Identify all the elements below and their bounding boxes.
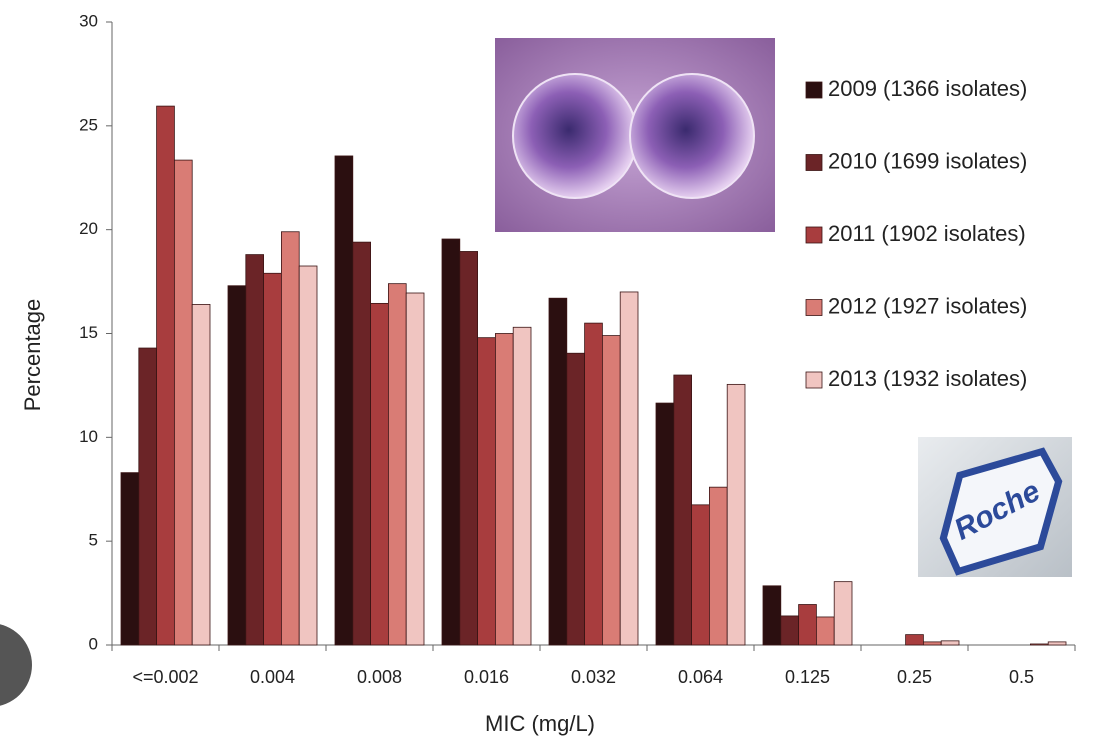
legend-label: 2012 (1927 isolates) bbox=[828, 293, 1027, 318]
y-tick-label: 30 bbox=[79, 11, 98, 30]
y-tick-label: 25 bbox=[79, 115, 98, 134]
bar bbox=[691, 504, 710, 646]
legend-label: 2010 (1699 isolates) bbox=[828, 148, 1027, 173]
bar bbox=[655, 402, 675, 646]
legend-swatch bbox=[805, 154, 823, 171]
bar bbox=[780, 615, 799, 646]
partial-icon bbox=[0, 624, 32, 706]
bar bbox=[173, 159, 193, 646]
bar bbox=[833, 581, 853, 646]
x-tick-label: 0.004 bbox=[250, 667, 295, 687]
bar bbox=[798, 604, 817, 646]
bar bbox=[602, 335, 621, 646]
y-axis-title: Percentage bbox=[20, 299, 45, 412]
x-tick-label: 0.25 bbox=[897, 667, 932, 687]
bar bbox=[120, 472, 140, 646]
x-tick-label: 0.125 bbox=[785, 667, 830, 687]
y-tick-label: 5 bbox=[89, 531, 98, 550]
bar bbox=[227, 285, 247, 646]
x-tick-label: <=0.002 bbox=[132, 667, 198, 687]
bar bbox=[923, 641, 942, 646]
bar bbox=[405, 292, 425, 646]
bar bbox=[245, 254, 265, 646]
bar bbox=[352, 241, 371, 646]
bar bbox=[548, 297, 568, 646]
bar bbox=[566, 352, 585, 646]
bar bbox=[280, 231, 300, 646]
legend-swatch bbox=[805, 371, 823, 389]
y-tick-label: 20 bbox=[79, 219, 98, 238]
legend-swatch bbox=[805, 299, 823, 316]
bar bbox=[298, 265, 318, 646]
bar bbox=[477, 337, 496, 646]
bar bbox=[334, 155, 354, 646]
bar bbox=[816, 616, 835, 646]
x-tick-label: 0.5 bbox=[1009, 667, 1034, 687]
logo-image: Roche bbox=[918, 437, 1072, 577]
x-tick-label: 0.064 bbox=[678, 667, 723, 687]
bar bbox=[584, 322, 603, 646]
bar bbox=[263, 272, 282, 646]
bar bbox=[762, 585, 782, 646]
y-tick-label: 0 bbox=[89, 634, 98, 653]
legend-swatch bbox=[805, 81, 823, 99]
x-tick-label: 0.032 bbox=[571, 667, 616, 687]
bar bbox=[191, 304, 211, 646]
virus-image bbox=[495, 38, 775, 232]
bar bbox=[387, 283, 407, 646]
bar bbox=[619, 291, 639, 646]
y-tick-label: 15 bbox=[79, 323, 98, 342]
bar bbox=[156, 105, 175, 646]
bar bbox=[441, 238, 461, 646]
bar bbox=[726, 383, 746, 646]
x-axis-title: MIC (mg/L) bbox=[485, 711, 595, 736]
bar bbox=[1047, 641, 1067, 646]
legend-label: 2013 (1932 isolates) bbox=[828, 366, 1027, 391]
bar bbox=[709, 486, 728, 646]
bar bbox=[370, 302, 389, 646]
bar bbox=[138, 347, 158, 646]
bar bbox=[459, 251, 478, 646]
bar bbox=[494, 333, 514, 646]
x-tick-label: 0.016 bbox=[464, 667, 509, 687]
legend-label: 2011 (1902 isolates) bbox=[828, 221, 1026, 246]
x-tick-label: 0.008 bbox=[357, 667, 402, 687]
bar bbox=[940, 640, 960, 646]
y-tick-label: 10 bbox=[79, 427, 98, 446]
bar bbox=[673, 374, 692, 646]
legend-swatch bbox=[805, 226, 823, 244]
bar bbox=[1030, 643, 1049, 646]
bar bbox=[905, 634, 924, 646]
legend-label: 2009 (1366 isolates) bbox=[828, 76, 1027, 101]
bar bbox=[512, 326, 532, 646]
